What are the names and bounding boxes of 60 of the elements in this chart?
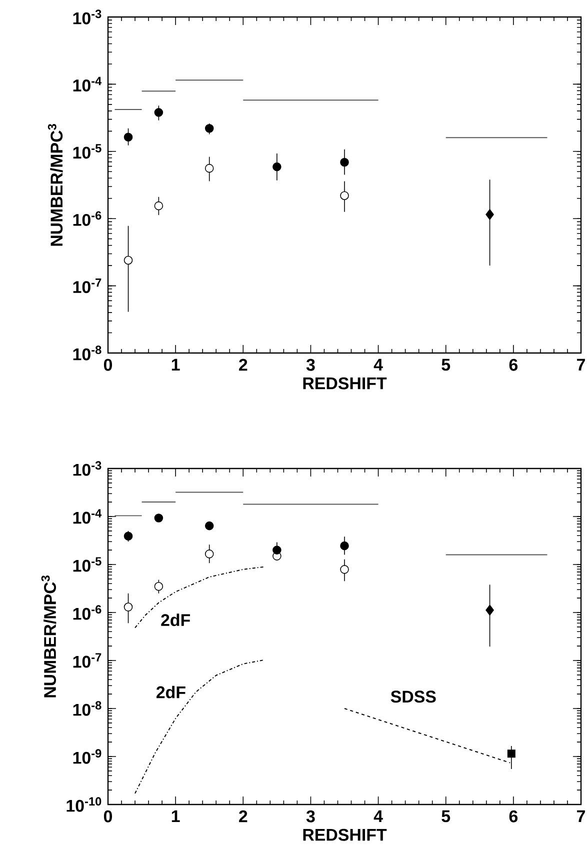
x-tick-label: 5 [442, 358, 450, 371]
y-tick-label: 10$^{-6}$ [73, 211, 102, 226]
x-tick-label: 3 [306, 810, 315, 822]
x-tick-label: 7 [577, 810, 585, 822]
y-axis-title: NUMBER/MPC$^{3}$ [41, 576, 56, 698]
y-tick-label: 10$^{-4}$ [73, 76, 102, 92]
y-tick-label: 10$^{-8}$ [73, 346, 102, 360]
point [340, 191, 349, 200]
point [124, 256, 133, 265]
point [154, 108, 164, 117]
point [154, 582, 164, 591]
series-label: SDSS [390, 690, 436, 703]
point [507, 750, 516, 758]
x-tick-label: 0 [104, 358, 112, 371]
y-tick-label: 10$^{-8}$ [73, 701, 102, 716]
x-axis-title: REDSHIFT [303, 377, 387, 390]
x-tick-label: 5 [442, 810, 450, 822]
y-axis-title: NUMBER/MPC$^{3}$ [48, 124, 63, 246]
y-tick-label: 10$^{-3}$ [73, 10, 102, 24]
point [204, 550, 214, 558]
point [154, 201, 164, 210]
x-tick-label: 2 [239, 810, 248, 822]
x-tick-label: 6 [509, 810, 518, 822]
y-tick-label: 10$^{-7}$ [73, 278, 102, 294]
point [486, 209, 494, 220]
x-tick-label: 7 [577, 358, 585, 370]
line-series [134, 566, 264, 628]
y-tick-label: 10$^{-5}$ [73, 557, 102, 572]
point [204, 521, 214, 530]
x-tick-label: 6 [509, 358, 518, 371]
point [272, 162, 282, 172]
point [272, 546, 282, 554]
x-tick-label: 2 [239, 358, 248, 371]
point [154, 514, 164, 522]
x-tick-label: 1 [172, 810, 180, 822]
x-tick-label: 0 [104, 810, 112, 822]
y-tick-label: 10$^{-6}$ [73, 605, 102, 620]
y-tick-label: 10$^{-3}$ [73, 461, 102, 476]
x-tick-label: 4 [374, 358, 383, 370]
point [486, 604, 494, 616]
x-tick-label: 4 [374, 810, 383, 822]
point [340, 565, 349, 574]
y-tick-label: 10$^{-5}$ [73, 144, 102, 159]
series-label: 2dF [161, 614, 190, 626]
point [124, 132, 133, 142]
y-tick-label: 10$^{-10}$ [66, 797, 102, 812]
y-tick-label: 10$^{-9}$ [73, 749, 102, 764]
line-series [134, 660, 264, 794]
x-tick-label: 1 [172, 358, 180, 370]
point [340, 158, 349, 167]
point [340, 541, 349, 550]
point [124, 532, 133, 541]
x-axis-title: REDSHIFT [303, 828, 387, 841]
y-tick-label: 10$^{-4}$ [73, 509, 102, 524]
y-tick-label: 10$^{-7}$ [73, 653, 102, 668]
point [124, 602, 133, 612]
series-label: 2dF [156, 686, 186, 698]
point [204, 164, 214, 173]
x-tick-label: 3 [306, 358, 315, 371]
point [204, 124, 214, 133]
